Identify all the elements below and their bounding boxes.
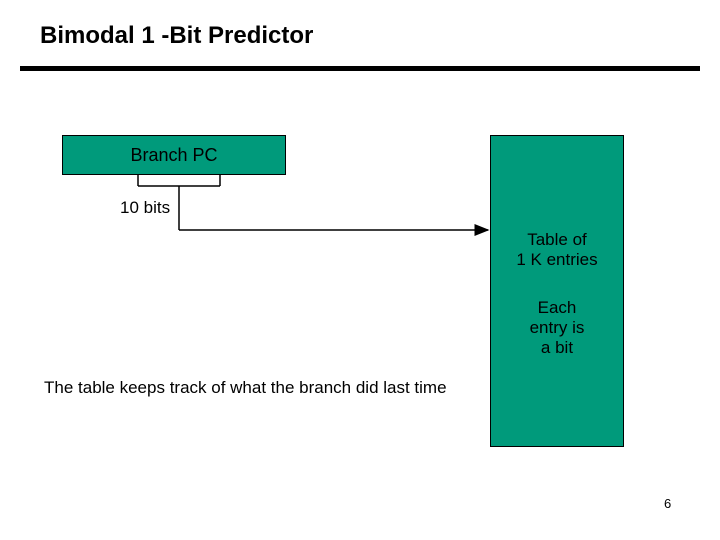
each-entry-label-line2: entry is: [497, 318, 617, 338]
table-of-label-line1: Table of: [497, 230, 617, 250]
each-entry-label-line3: a bit: [497, 338, 617, 358]
table-box: [490, 135, 624, 447]
caption: The table keeps track of what the branch…: [44, 378, 447, 398]
branch-pc-label: Branch PC: [130, 145, 217, 166]
slide-title: Bimodal 1 -Bit Predictor: [40, 22, 313, 50]
title-divider: [20, 66, 700, 71]
table-of-label-line2: 1 K entries: [497, 250, 617, 270]
page-number: 6: [664, 496, 671, 511]
bits-label: 10 bits: [120, 198, 170, 218]
each-entry-label-line1: Each: [497, 298, 617, 318]
branch-pc-box: Branch PC: [62, 135, 286, 175]
slide: Bimodal 1 -Bit Predictor Branch PC Table…: [0, 0, 720, 540]
